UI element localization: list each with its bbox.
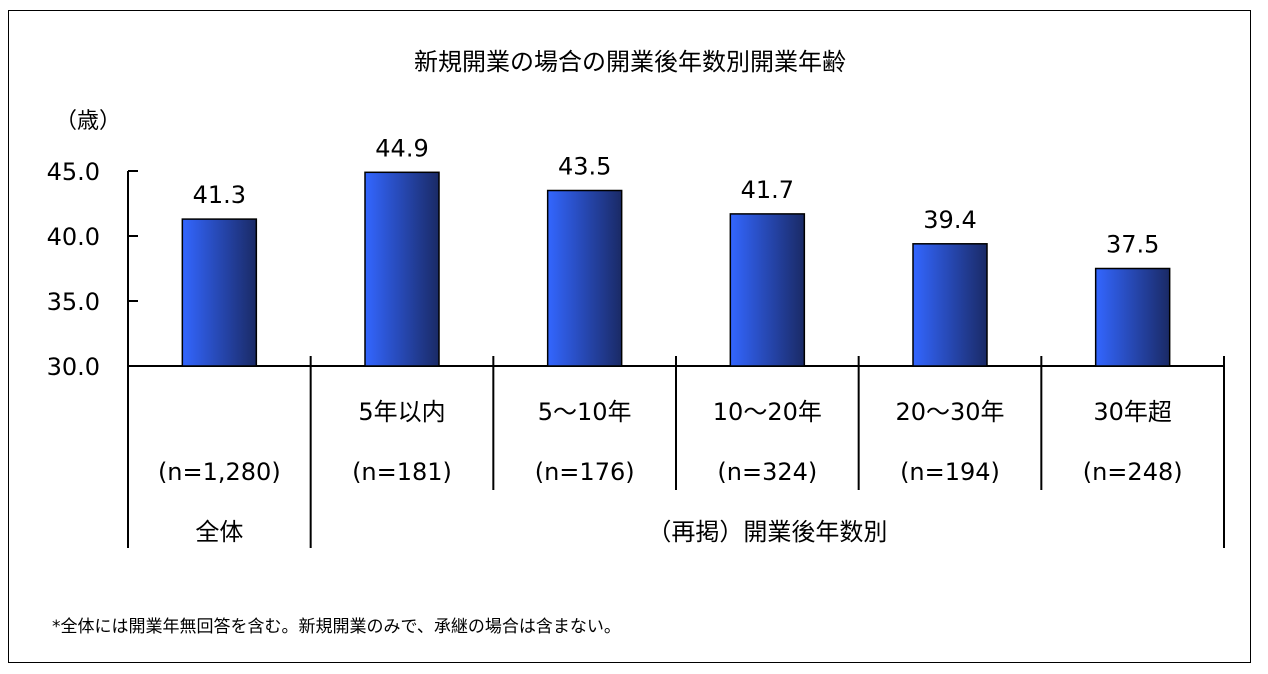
x-tick-label: 5年以内: [358, 398, 445, 426]
sample-size-label: (n=194): [900, 458, 1000, 486]
bar: [546, 189, 623, 367]
x-tick-label: 20～30年: [895, 398, 1004, 426]
data-label: 41.7: [741, 176, 794, 204]
y-axis-label: （歳）: [55, 109, 121, 134]
x-tick-label: 5～10年: [538, 398, 632, 426]
group-label-by-years: （再掲）開業後年数別: [647, 518, 887, 546]
chart-title: 新規開業の場合の開業後年数別開業年齢: [414, 48, 846, 76]
bar: [912, 243, 988, 367]
chart-frame: [8, 10, 1251, 663]
sample-size-label: (n=181): [352, 458, 452, 486]
y-tick-label: 35.0: [47, 288, 100, 316]
bar: [364, 171, 440, 367]
data-label: 39.4: [923, 206, 976, 234]
bar: [729, 213, 806, 367]
data-label: 43.5: [558, 153, 611, 181]
sample-size-label: (n=324): [717, 458, 817, 486]
sample-size-label: (n=248): [1083, 458, 1183, 486]
data-label: 41.3: [193, 181, 246, 209]
x-tick-label: 30年超: [1093, 398, 1172, 426]
sample-size-label: (n=1,280): [158, 458, 281, 486]
group-label-overall: 全体: [195, 518, 243, 546]
bar: [181, 218, 258, 367]
y-tick-label: 45.0: [47, 158, 100, 186]
data-label: 44.9: [375, 134, 428, 162]
x-tick-label: 10～20年: [713, 398, 822, 426]
y-tick-label: 40.0: [47, 223, 100, 251]
footnote: *全体には開業年無回答を含む。新規開業のみで、承継の場合は含まない。: [52, 617, 621, 637]
sample-size-label: (n=176): [535, 458, 635, 486]
bar: [1094, 267, 1171, 367]
data-label: 37.5: [1106, 231, 1159, 259]
y-tick-label: 30.0: [47, 353, 100, 381]
